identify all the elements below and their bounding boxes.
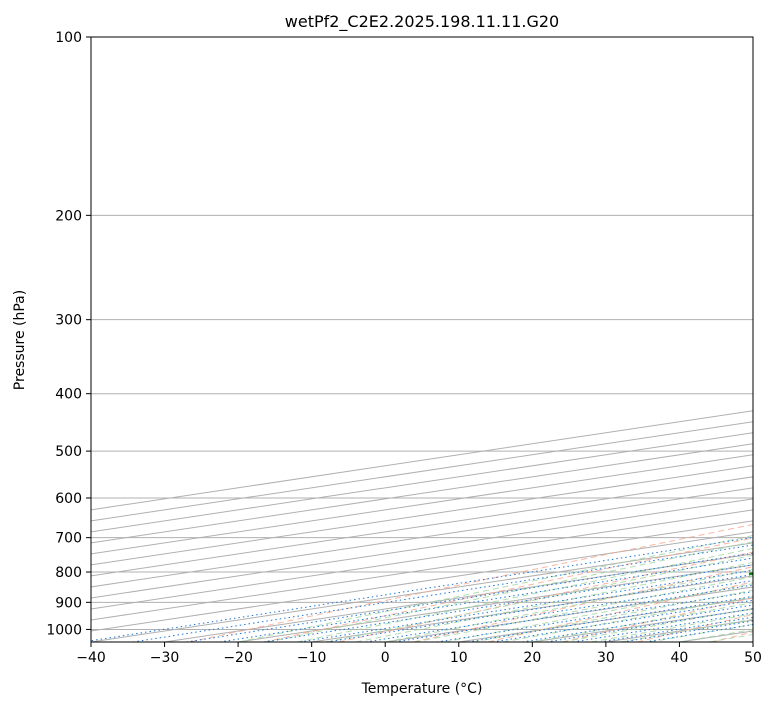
y-tick-label: 500: [55, 444, 82, 460]
isotherm-line: [311, 575, 753, 642]
isotherm-line: [91, 487, 753, 588]
moist-adiabat-line: [502, 596, 753, 642]
x-axis-label: Temperature (°C): [361, 681, 483, 697]
isotherm-line: [91, 465, 753, 566]
moist-adiabat-line: [296, 547, 753, 642]
dry-adiabat-line: [189, 523, 753, 642]
x-tick-label: 30: [597, 650, 615, 666]
moist-adiabat-line: [591, 613, 753, 642]
isotherm-line: [91, 520, 753, 621]
isotherm-line: [91, 410, 753, 511]
x-tick-label: −20: [223, 650, 253, 666]
y-axis-ticks: 100 200 300 400 500 600 700 800 900 1000: [46, 30, 91, 638]
x-tick-label: 0: [381, 650, 390, 666]
moist-adiabat-line: [561, 607, 753, 642]
data-series: [748, 572, 753, 576]
mixing-ratio-line: [645, 623, 753, 642]
x-tick-label: −30: [150, 650, 180, 666]
mixing-ratio-line: [573, 612, 753, 642]
plot-frame: [90, 36, 754, 643]
dry-adiabat-line: [487, 581, 753, 642]
y-tick-label: 900: [55, 595, 82, 611]
dry-adiabat-line: [711, 631, 753, 642]
mixing-ratio-line: [394, 584, 753, 642]
y-tick-label: 1000: [46, 622, 82, 638]
y-tick-label: 600: [55, 491, 82, 507]
dry-adiabat-line: [413, 566, 753, 642]
x-tick-label: −40: [76, 650, 106, 666]
isotherm-line: [752, 641, 753, 642]
chart-title: wetPf2_C2E2.2025.198.11.11.G20: [285, 12, 559, 32]
y-tick-label: 400: [55, 387, 82, 403]
x-tick-label: 50: [744, 650, 762, 666]
mixing-ratio-line: [467, 595, 753, 642]
isotherm-line: [91, 443, 753, 544]
isotherm-line: [91, 476, 753, 577]
dry-adiabat-line: [637, 613, 753, 642]
isotherm-line: [91, 542, 753, 642]
y-tick-label: 800: [55, 565, 82, 581]
x-axis-ticks: −40 −30 −20 −10 0 10 20 30 40 50: [76, 642, 762, 666]
mixing-ratio-line: [436, 591, 753, 642]
isotherm-line: [91, 432, 753, 533]
mixing-ratio-line: [263, 564, 753, 642]
dry-adiabat-line: [264, 537, 753, 642]
y-tick-label: 100: [55, 30, 82, 46]
dry-adiabat-line: [562, 597, 753, 642]
isotherm-line: [91, 509, 753, 610]
y-axis-label: Pressure (hPa): [12, 290, 28, 390]
background-lines: [91, 37, 753, 642]
mixing-ratio-line: [132, 544, 753, 642]
y-tick-label: 300: [55, 313, 82, 329]
moist-adiabat-line: [649, 623, 753, 642]
moist-adiabat-line: [414, 576, 753, 642]
mixing-ratio-line: [299, 569, 753, 642]
x-tick-label: −10: [297, 650, 327, 666]
isotherm-line: [91, 531, 753, 632]
isotherm-line: [91, 454, 753, 555]
moist-adiabat-line: [679, 628, 753, 642]
isotherm-line: [91, 498, 753, 599]
moist-adiabat-line: [444, 583, 753, 642]
x-tick-label: 10: [450, 650, 468, 666]
moist-adiabat-line: [326, 554, 753, 642]
mixing-ratio-line: [365, 580, 753, 642]
mixing-ratio-line: [186, 552, 753, 642]
moist-adiabat-line: [473, 589, 753, 642]
isotherm-line: [458, 597, 753, 642]
mixing-ratio-line: [326, 573, 753, 642]
moist-adiabat-line: [708, 633, 753, 642]
x-tick-label: 40: [671, 650, 689, 666]
dewpoint-profile-line: [748, 572, 753, 576]
isotherm-line: [91, 421, 753, 522]
x-tick-label: 20: [523, 650, 541, 666]
y-tick-label: 200: [55, 208, 82, 224]
y-tick-label: 700: [55, 531, 82, 547]
